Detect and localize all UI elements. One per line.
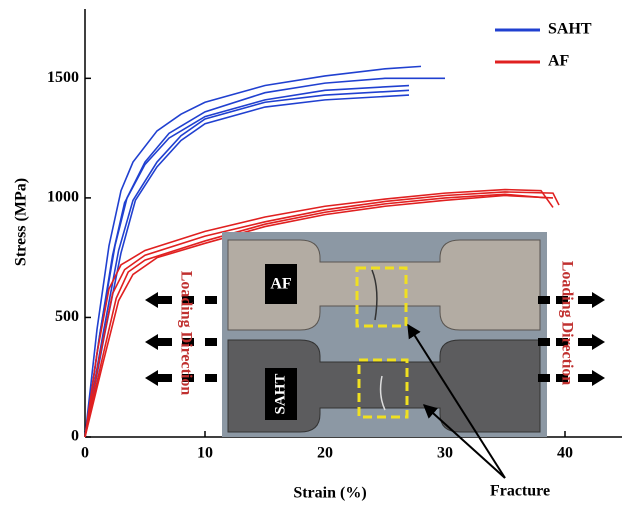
- x-tick-label: 40: [557, 445, 573, 462]
- annotation: Fracture: [490, 483, 550, 500]
- y-tick-label: 1000: [47, 189, 79, 206]
- stress-curve: [84, 65, 422, 438]
- stress-curve: [84, 191, 560, 438]
- y-tick-label: 0: [71, 428, 79, 445]
- y-tick-label: 1500: [47, 69, 79, 86]
- stress-curve: [84, 84, 410, 438]
- x-tick-label: 20: [317, 445, 333, 462]
- plot-area: 0 500 1000 1500 0 10 20 30 40: [47, 9, 622, 462]
- annotation: Loading Direction: [177, 271, 194, 396]
- legend-label: SAHT: [548, 21, 592, 38]
- x-axis-label: Strain (%): [293, 485, 366, 502]
- annotation: Loading Direction: [558, 261, 575, 386]
- load-arrows: [145, 292, 605, 386]
- x-tick-label: 10: [197, 445, 213, 462]
- y-axis-label: Stress (MPa): [13, 178, 30, 266]
- x-tick-label: 30: [437, 445, 453, 462]
- legend-label: AF: [548, 53, 570, 70]
- x-tick-label: 0: [81, 445, 89, 462]
- annotation: AF: [270, 276, 292, 293]
- stress-curve: [84, 188, 554, 438]
- inset-photo: [222, 232, 547, 437]
- stress-curve: [84, 89, 410, 438]
- y-tick-label: 500: [55, 308, 79, 325]
- annotation: SAHT: [272, 374, 288, 415]
- fracture-arrows: [407, 323, 506, 479]
